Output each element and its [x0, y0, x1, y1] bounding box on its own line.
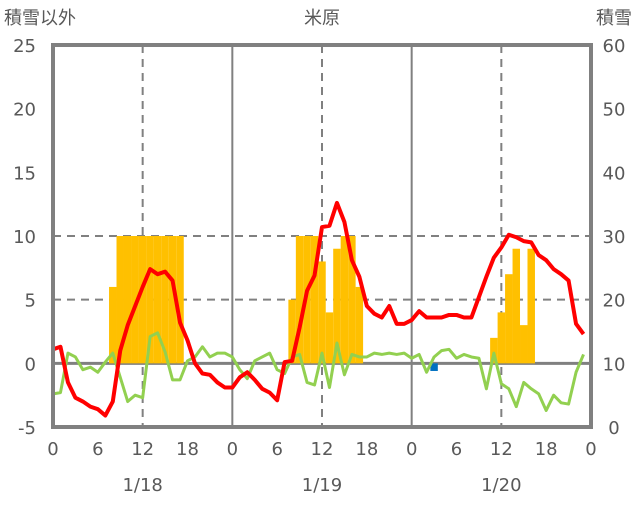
snow-depth-bar: [161, 236, 169, 364]
snow-depth-bar: [146, 236, 154, 364]
snow-depth-bar: [318, 261, 326, 364]
snow-depth-bar: [520, 325, 528, 364]
snow-depth-bar: [168, 236, 177, 364]
left-tick-label: 15: [13, 163, 36, 184]
snow-depth-bar: [497, 312, 506, 364]
snow-depth-bar: [310, 236, 319, 364]
x-tick-label: 18: [535, 439, 558, 460]
snow-depth-bar: [348, 236, 356, 364]
x-tick-label: 12: [311, 439, 334, 460]
snow-depth-bar: [490, 337, 498, 364]
snow-depth-bar: [325, 312, 334, 364]
snow-depth-bar: [295, 236, 304, 364]
snow-depth-bar: [355, 286, 364, 364]
right-axis-title: 積雪: [596, 8, 632, 29]
snow-depth-bar: [333, 248, 341, 364]
plot-border: [51, 43, 593, 429]
temperature-line: [52, 200, 586, 418]
x-tick-label: 6: [271, 439, 282, 460]
snow-depth-bar: [131, 236, 139, 364]
x-tick-label: 6: [451, 439, 462, 460]
blue-bar: [430, 363, 438, 371]
snow-depth-bar: [138, 236, 147, 364]
x-tick-label: 0: [406, 439, 417, 460]
plot-frame: [51, 43, 593, 429]
chart-title: 米原: [304, 8, 340, 29]
date-label: 1/20: [481, 475, 521, 496]
date-label: 1/19: [302, 475, 342, 496]
snow-depth-bar: [153, 236, 162, 364]
x-tick-label: 0: [585, 439, 596, 460]
right-tick-label: 20: [603, 291, 626, 312]
x-tick-label: 0: [47, 439, 58, 460]
date-label: 1/18: [122, 475, 162, 496]
left-tick-label: 20: [13, 100, 36, 121]
x-tick-label: 12: [490, 439, 513, 460]
snow-depth-bar: [176, 236, 184, 364]
snow-depth-bar: [505, 274, 513, 364]
snow-depth-bar: [527, 248, 535, 364]
right-tick-label: 50: [603, 100, 626, 121]
green-series-line: [52, 331, 585, 412]
snow-depth-bar: [340, 236, 349, 364]
left-tick-label: 10: [13, 227, 36, 248]
snow-depth-bar: [512, 248, 521, 364]
right-tick-label: 0: [608, 418, 619, 439]
snow-depth-bar: [116, 236, 124, 364]
right-tick-label: 30: [603, 227, 626, 248]
x-tick-label: 18: [176, 439, 199, 460]
x-tick-label: 18: [355, 439, 378, 460]
snow-depth-bar: [288, 299, 296, 364]
left-tick-label: -5: [18, 418, 36, 439]
x-tick-label: 6: [92, 439, 103, 460]
snow-depth-bar: [109, 286, 117, 364]
left-tick-label: 5: [25, 291, 36, 312]
right-tick-label: 10: [603, 354, 626, 375]
snow-depth-bar: [123, 236, 132, 364]
left-tick-label: 0: [25, 354, 36, 375]
x-tick-label: 12: [131, 439, 154, 460]
right-tick-label: 60: [603, 36, 626, 57]
left-tick-label: 25: [13, 36, 36, 57]
left-axis-title: 積雪以外: [4, 8, 76, 29]
right-tick-label: 40: [603, 163, 626, 184]
x-tick-label: 0: [227, 439, 238, 460]
